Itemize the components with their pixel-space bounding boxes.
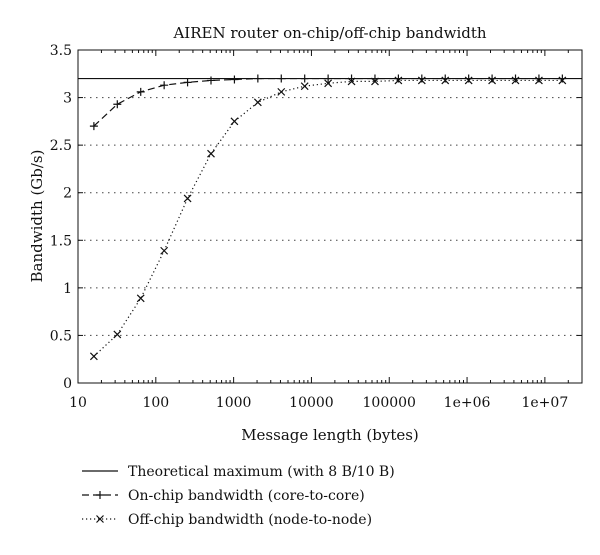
x-tick-label: 10 bbox=[69, 395, 87, 411]
on-chip-point bbox=[160, 81, 169, 90]
y-tick-label: 0.5 bbox=[50, 328, 72, 344]
on-chip-point bbox=[253, 74, 262, 83]
on-chip-point bbox=[558, 74, 567, 83]
off-chip-point bbox=[511, 76, 520, 85]
off-chip-point bbox=[183, 194, 192, 203]
legend-label: Theoretical maximum (with 8 B/10 B) bbox=[128, 464, 395, 480]
on-chip-point bbox=[534, 74, 543, 83]
series-off-chip-line bbox=[93, 79, 563, 357]
x-tick-label: 1000 bbox=[216, 395, 252, 411]
on-chip-point bbox=[441, 74, 450, 83]
on-chip-point bbox=[511, 74, 520, 83]
grid-lines bbox=[78, 97, 582, 336]
plot-frame bbox=[77, 49, 583, 384]
on-chip-point bbox=[464, 74, 473, 83]
y-axis-label: Bandwidth (Gb/s) bbox=[28, 150, 46, 283]
legend-label: On-chip bandwidth (core-to-core) bbox=[128, 488, 365, 504]
on-chip-point bbox=[394, 74, 403, 83]
off-chip-point bbox=[464, 76, 473, 85]
off-chip-point bbox=[371, 77, 379, 86]
off-chip-point bbox=[347, 77, 356, 86]
y-tick-label: 3 bbox=[63, 91, 72, 107]
y-tick-label: 1.5 bbox=[50, 233, 72, 249]
axis-ticks: 0 0.5 1 1.5 2 2.5 3 3.5 10 100 1000 10000 100000 1e+0… bbox=[50, 43, 582, 411]
y-tick-label: 1 bbox=[63, 281, 72, 297]
on-chip-point bbox=[113, 100, 122, 109]
off-chip-point bbox=[230, 117, 239, 126]
legend-item: Theoretical maximum (with 8 B/10 B) bbox=[82, 464, 395, 480]
off-chip-point bbox=[300, 82, 309, 91]
legend-label: Off-chip bandwidth (node-to-node) bbox=[128, 512, 372, 528]
off-chip-point bbox=[89, 352, 98, 361]
on-chip-point bbox=[324, 74, 333, 83]
on-chip-point bbox=[277, 74, 286, 83]
on-chip-point bbox=[488, 74, 497, 83]
off-chip-point bbox=[324, 79, 333, 88]
on-chip-point bbox=[207, 76, 216, 85]
x-tick-label: 100 bbox=[142, 395, 169, 411]
legend: Theoretical maximum (with 8 B/10 B) On-ch… bbox=[82, 464, 395, 528]
off-chip-point bbox=[394, 76, 403, 85]
series-lines bbox=[78, 74, 582, 361]
chart-title: AIREN router on-chip/off-chip bandwidth bbox=[172, 24, 486, 42]
off-chip-point bbox=[277, 87, 286, 96]
x-tick-label: 10000 bbox=[289, 395, 334, 411]
y-tick-label: 2.5 bbox=[50, 138, 72, 154]
x-tick-label: 1e+06 bbox=[444, 395, 491, 411]
off-chip-point bbox=[113, 330, 122, 339]
off-chip-point bbox=[253, 98, 262, 107]
legend-item: Off-chip bandwidth (node-to-node) bbox=[82, 512, 372, 528]
legend-item: On-chip bandwidth (core-to-core) bbox=[82, 488, 365, 504]
off-chip-point bbox=[207, 149, 215, 158]
off-chip-point bbox=[488, 76, 497, 85]
off-chip-point bbox=[417, 76, 426, 85]
off-chip-point bbox=[160, 246, 169, 255]
x-axis-label: Message length (bytes) bbox=[241, 426, 419, 444]
x-tick-label: 1e+07 bbox=[521, 395, 568, 411]
off-chip-point bbox=[136, 294, 145, 303]
on-chip-point bbox=[183, 78, 192, 87]
on-chip-point bbox=[417, 74, 426, 83]
off-chip-point bbox=[558, 76, 567, 85]
legend-cross-marker bbox=[96, 515, 104, 523]
y-tick-label: 2 bbox=[63, 186, 72, 202]
on-chip-point bbox=[89, 122, 98, 131]
on-chip-point bbox=[136, 87, 145, 96]
y-tick-label: 0 bbox=[63, 376, 72, 392]
on-chip-point bbox=[300, 74, 309, 83]
y-tick-label: 3.5 bbox=[50, 43, 72, 59]
on-chip-point bbox=[230, 75, 239, 84]
legend-plus-marker bbox=[96, 491, 104, 499]
off-chip-point bbox=[441, 76, 450, 85]
x-tick-label: 100000 bbox=[363, 395, 416, 411]
off-chip-point bbox=[535, 76, 543, 85]
